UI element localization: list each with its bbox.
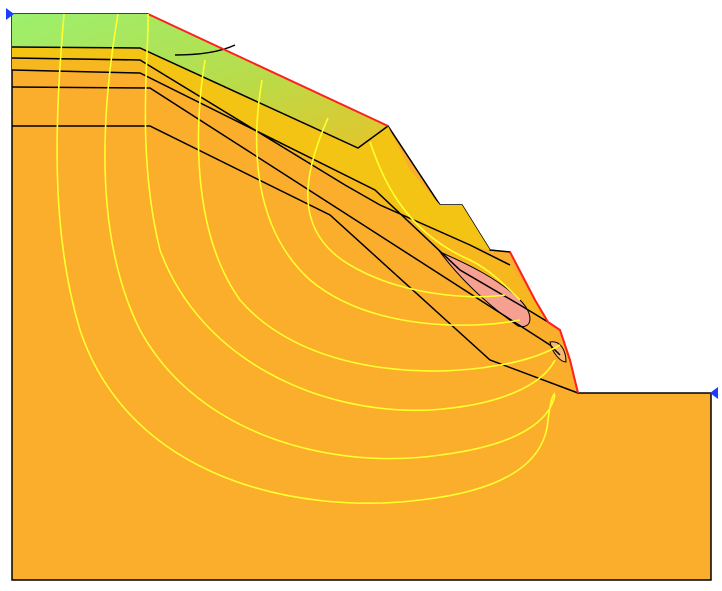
contour xyxy=(307,117,506,298)
slope-surface xyxy=(147,13,579,394)
boundary xyxy=(11,86,561,356)
boundary-marker xyxy=(710,387,718,399)
contour xyxy=(255,79,521,327)
contour xyxy=(197,59,561,372)
boundary-marker xyxy=(6,8,14,20)
surface-line xyxy=(509,251,579,394)
contour xyxy=(369,141,521,301)
boundary xyxy=(11,57,511,266)
contour xyxy=(56,13,556,504)
boundary xyxy=(12,125,579,394)
weak-zone-toe xyxy=(549,341,567,363)
boundary xyxy=(11,69,549,323)
layer-boundaries xyxy=(11,44,579,394)
boundary xyxy=(174,44,236,56)
surface-line xyxy=(147,13,389,127)
contour xyxy=(144,13,556,412)
boundary xyxy=(11,46,389,149)
contour xyxy=(104,13,556,460)
contours xyxy=(56,13,561,504)
soil-body xyxy=(11,13,712,581)
